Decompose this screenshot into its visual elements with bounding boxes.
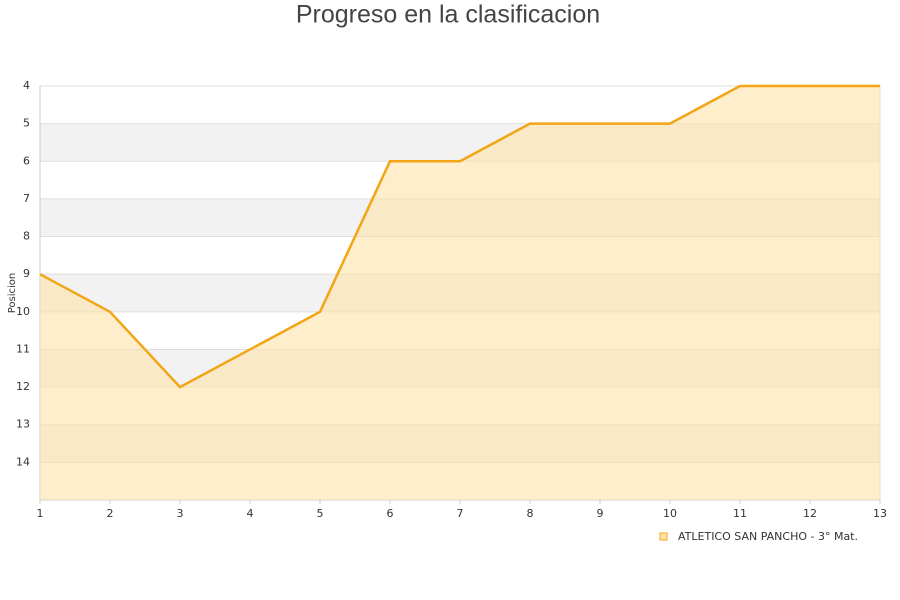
line bbox=[39, 84, 880, 389]
y-tick-label: 13 bbox=[16, 418, 30, 431]
y-tick-label: 9 bbox=[23, 267, 30, 280]
x-tick-label: 2 bbox=[107, 507, 114, 520]
x-tick-label: 7 bbox=[457, 507, 464, 520]
x-tick-label: 9 bbox=[597, 507, 604, 520]
legend-label: ATLETICO SAN PANCHO - 3° Mat. bbox=[678, 530, 858, 543]
x-tick-label: 8 bbox=[527, 507, 534, 520]
y-tick-label: 12 bbox=[16, 380, 30, 393]
y-tick-label: 5 bbox=[23, 117, 30, 130]
area bbox=[40, 86, 880, 500]
y-tick-label: 7 bbox=[23, 192, 30, 205]
x-tick-label: 6 bbox=[387, 507, 394, 520]
y-tick-label: 10 bbox=[16, 305, 30, 318]
y-tick-label: 11 bbox=[16, 342, 30, 355]
y-axis-label: Posicion bbox=[7, 273, 18, 314]
x-tick-label: 3 bbox=[177, 507, 184, 520]
chart-title: Progreso en la clasificacion bbox=[296, 1, 600, 29]
x-tick-label: 10 bbox=[663, 507, 677, 520]
x-tick-label: 11 bbox=[733, 507, 747, 520]
x-tick-label: 1 bbox=[37, 507, 44, 520]
x-tick-label: 5 bbox=[317, 507, 324, 520]
y-tick-label: 4 bbox=[23, 79, 30, 92]
y-tick-label: 6 bbox=[23, 154, 30, 167]
x-tick-label: 12 bbox=[803, 507, 817, 520]
legend-swatch bbox=[659, 532, 668, 541]
x-tick-label: 13 bbox=[873, 507, 887, 520]
y-tick-label: 14 bbox=[16, 455, 30, 468]
y-tick-label: 8 bbox=[23, 230, 30, 243]
x-tick-label: 4 bbox=[247, 507, 254, 520]
